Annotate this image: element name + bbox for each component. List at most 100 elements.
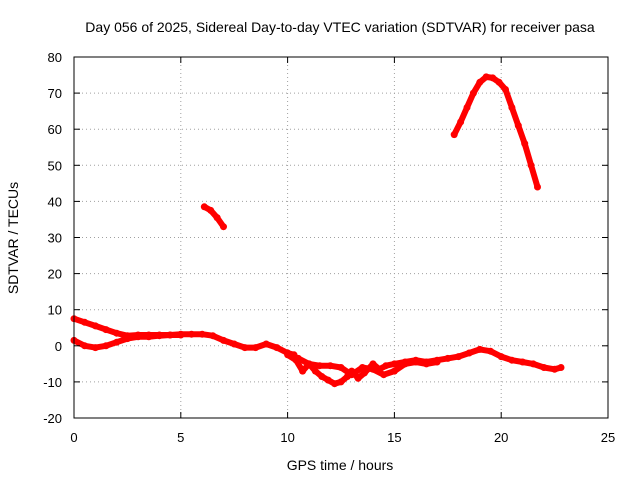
data-point [529, 360, 537, 368]
data-point [508, 356, 516, 364]
y-tick-label: 0 [55, 339, 62, 354]
data-point [102, 342, 110, 350]
data-point [433, 358, 441, 366]
data-point [166, 331, 174, 339]
data-point [482, 73, 490, 81]
y-tick-label: 10 [48, 303, 62, 318]
data-point [358, 364, 366, 371]
grid [74, 57, 608, 418]
data-point [476, 345, 484, 353]
data-point [102, 326, 110, 334]
data-point [497, 353, 505, 361]
data-point [521, 140, 529, 148]
data-point [390, 360, 398, 368]
data-point [209, 332, 217, 340]
y-tick-label: 20 [48, 267, 62, 282]
data-point [369, 365, 377, 373]
data-point [348, 371, 356, 379]
data-point [91, 344, 99, 352]
data-point [305, 360, 313, 368]
series-short-arc [201, 203, 227, 230]
data-point [220, 223, 227, 231]
data-point [519, 358, 527, 366]
data-point [401, 360, 409, 368]
data-point [354, 374, 362, 382]
data-point [316, 362, 324, 370]
y-axis-label: SDTVAR / TECUs [5, 182, 21, 294]
data-point [382, 362, 390, 370]
x-axis-label: GPS time / hours [287, 457, 394, 473]
data-point [213, 214, 221, 222]
y-tick-label: 70 [48, 86, 62, 101]
axis-ticks: 0 5 10 15 20 25 -20 -10 0 10 20 30 40 50 60 70 80 [43, 50, 615, 445]
data-point [324, 376, 332, 384]
data-point [326, 362, 334, 370]
data-point [292, 356, 300, 364]
data-point [534, 183, 541, 191]
y-tick-label: 50 [48, 158, 62, 173]
data-point [241, 344, 249, 352]
x-tick-label: 20 [494, 430, 508, 445]
x-tick-label: 0 [70, 430, 77, 445]
data-point [134, 333, 142, 341]
data-point [422, 360, 430, 368]
data-point [311, 367, 319, 375]
data-point [252, 344, 260, 352]
series-noisy-midday-lower [284, 351, 441, 378]
data-point [200, 203, 208, 211]
data-point [284, 351, 292, 359]
data-point [412, 358, 420, 366]
y-tick-label: -20 [43, 411, 62, 426]
data-point [450, 131, 458, 139]
data-point [380, 371, 388, 379]
x-tick-label: 10 [280, 430, 294, 445]
data-point [198, 330, 206, 338]
y-tick-label: 60 [48, 122, 62, 137]
chart-title: Day 056 of 2025, Sidereal Day-to-day VTE… [85, 19, 595, 35]
y-tick-label: 80 [48, 50, 62, 65]
y-tick-label: 30 [48, 231, 62, 246]
data-point [220, 336, 227, 344]
data-point [299, 367, 307, 375]
data-point [487, 347, 494, 355]
data-point [123, 335, 131, 343]
data-point [463, 104, 471, 111]
data-point [262, 340, 270, 348]
data-point [469, 89, 477, 97]
data-point [476, 78, 484, 86]
data-point [527, 161, 535, 169]
data-point [495, 78, 503, 86]
data-point [188, 330, 195, 338]
y-tick-label: -10 [43, 375, 62, 390]
x-tick-label: 25 [601, 430, 615, 445]
data-point [318, 373, 326, 380]
data-point [489, 74, 497, 82]
x-tick-label: 5 [177, 430, 184, 445]
data-point [465, 349, 473, 357]
data-point [455, 353, 462, 361]
data-point [113, 338, 121, 346]
data-point [337, 364, 345, 371]
series-upper-band [71, 315, 297, 358]
data-point [81, 342, 89, 350]
data-point [331, 380, 339, 388]
data-point [551, 365, 559, 373]
data-point [444, 354, 452, 362]
x-tick-label: 15 [387, 430, 401, 445]
data-series [70, 73, 565, 388]
data-point [145, 333, 153, 341]
data-point [113, 329, 121, 337]
data-point [337, 378, 345, 386]
data-point [155, 332, 163, 340]
y-tick-label: 40 [48, 194, 62, 209]
data-point [390, 367, 398, 375]
data-point [230, 340, 238, 348]
data-point [540, 364, 548, 371]
data-point [91, 322, 99, 330]
data-point [557, 364, 565, 371]
data-point [514, 122, 522, 130]
data-point [273, 344, 281, 352]
data-point [502, 86, 509, 93]
data-point [369, 360, 377, 368]
